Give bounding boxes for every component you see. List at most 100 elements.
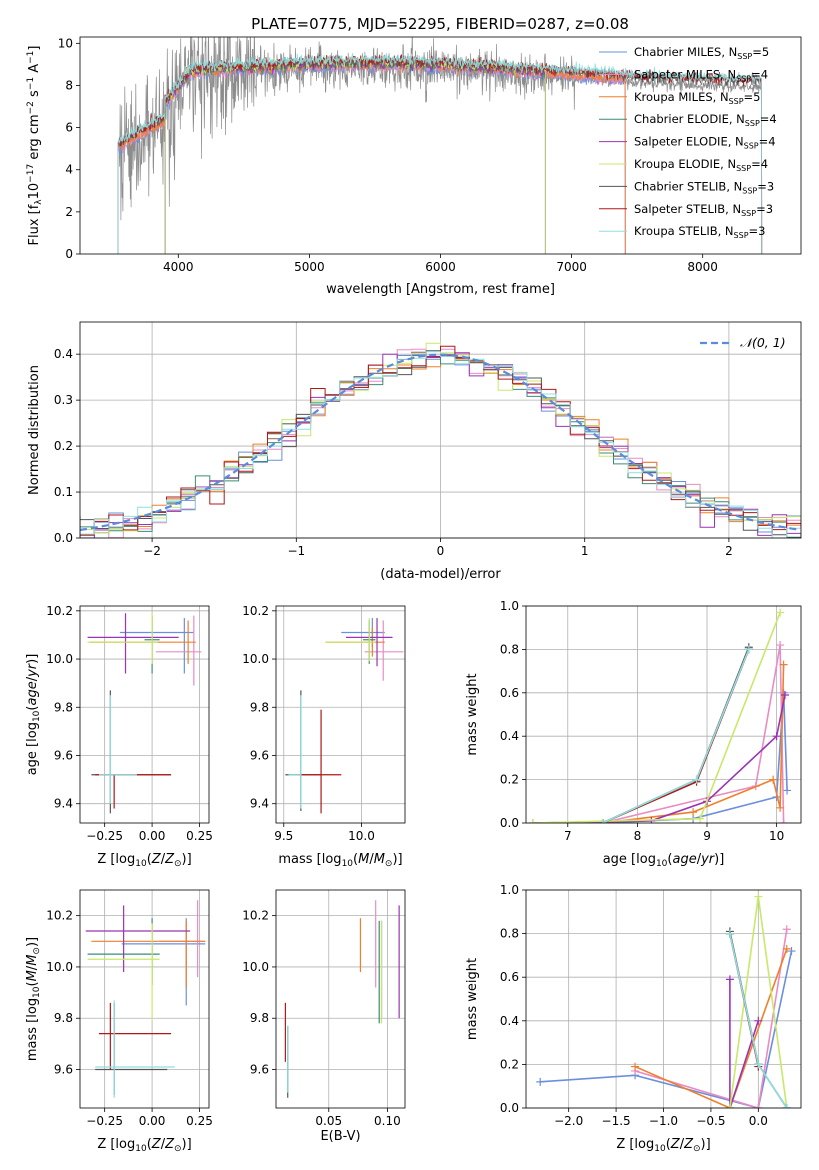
spectrum-ylabel-part: ] [27, 46, 42, 51]
spectrum-ylabel-part: λ [34, 199, 44, 205]
massweight_vs_Z-marker-chabrier_miles [536, 1077, 545, 1086]
model-spectrum-kroupa_stelib [117, 52, 763, 254]
mass_vs_Z-xtick-label: 0.00 [139, 1114, 166, 1128]
massweight_vs_age-marker-kroupa_miles [769, 775, 778, 784]
legend-label-salpeter_stelib: Salpeter STELIB, NSSP=3 [634, 202, 773, 218]
age_vs_mass-ytick-label: 9.6 [250, 748, 269, 762]
legend-label-kroupa_elodie: Kroupa ELODIE, NSSP=4 [634, 157, 768, 173]
massweight_vs_Z-xtick-label: −1.5 [602, 1114, 631, 1128]
massweight_vs_Z-series-kroupa_stelib [725, 929, 791, 1108]
age_vs_Z-ylabel-part: age [log [25, 722, 40, 775]
massweight_vs_Z-xlabel-part: )] [701, 1137, 711, 1152]
legend-value: =4 [751, 157, 768, 171]
massweight_vs_age-marker-salpeter_miles [779, 819, 788, 823]
massweight_vs_Z-line-salpeter_elodie [729, 979, 760, 1108]
massweight_vs_age-ytick-label: 0.0 [500, 816, 519, 830]
spectrum-xlabel: wavelength [Angstrom, rest frame] [326, 282, 555, 297]
legend-text: Chabrier MILES, N [634, 45, 737, 59]
spectrum-ylabel-part: Flux [f [27, 204, 42, 245]
spectrum-ytick-label: 4 [65, 163, 73, 177]
massweight_vs_Z-line-kroupa_miles [634, 948, 788, 1108]
age_vs_mass-point-salpeter_miles [364, 620, 404, 681]
legend-value: =4 [760, 112, 777, 126]
massweight_vs_Z-marker-kroupa_elodie [754, 892, 763, 901]
residuals-axes: −2 −1 0 1 2 0.0 0.1 0.2 0.3 0.4 𝒩(0, 1) (data-model… [27, 321, 802, 582]
age_vs_Z-xlabel-part: Z [164, 852, 175, 867]
massweight_vs_age-series-kroupa_stelib [598, 645, 753, 823]
age_vs_Z-xlabel-part: 10 [135, 859, 147, 869]
age_vs_Z-axes: −0.25 0.00 0.259.49.69.810.010.2Z [log10(Z… [25, 604, 213, 869]
age_vs_Z-point-kroupa_elodie [87, 613, 158, 664]
massweight_vs_Z-marker-salpeter_miles [754, 1104, 763, 1108]
age_vs_Z-xlabel: Z [log10(Z/Z⊙)] [97, 852, 191, 869]
mass_vs_EBV-background [276, 890, 405, 1108]
age_vs_Z-xlabel-part: ( [147, 852, 152, 867]
massweight_vs_Z-xlabel-part: 10 [654, 1144, 666, 1154]
legend-sub: SSP [734, 231, 749, 240]
mass_vs_Z-xlabel-part: ( [147, 1137, 152, 1152]
spectrum-ytick-label: 8 [65, 78, 73, 92]
age_vs_mass-ytick-label: 10.2 [242, 604, 269, 618]
massweight_vs_age-xlabel-part: age [672, 852, 696, 867]
massweight_vs_Z-plot [536, 892, 796, 1108]
age_vs_mass-xlabel-part: )] [392, 852, 402, 867]
legend-text: Kroupa MILES, N [634, 90, 729, 104]
gaussian-curve [80, 353, 799, 531]
massweight_vs_age-xlabel-part: yr [700, 852, 716, 867]
age_vs_Z-ylabel-part: ( [25, 706, 40, 711]
massweight_vs_Z-ytick-label: 1.0 [500, 883, 519, 897]
age_vs_mass-ytick-label: 10.0 [242, 652, 269, 666]
massweight_vs_age-xlabel: age [log10(age/yr)] [603, 852, 725, 869]
massweight_vs_Z-frame: −2.0 −1.5 −1.0 −0.5 0.0 0.0 0.2 0.4 0.6 0.8 1.0 Z [… [465, 883, 802, 1154]
legend-text: Salpeter STELIB, N [634, 202, 741, 216]
massweight_vs_Z-marker-salpeter_elodie [725, 975, 734, 984]
mass_vs_EBV-ytick-label: 10.2 [242, 909, 269, 923]
massweight_vs_age-marker-kroupa_elodie [776, 608, 785, 617]
mass_vs_EBV-xtick-label: 0.10 [374, 1114, 401, 1128]
massweight_vs_age-xlabel-part: 10 [656, 859, 668, 869]
massweight_vs_age-marker-kroupa_elodie [528, 819, 537, 823]
massweight_vs_Z-xlabel-part: ( [666, 1137, 671, 1152]
massweight_vs_Z-ytick-label: 0.0 [500, 1101, 519, 1115]
age_vs_mass-xlabel-part: mass [log [278, 852, 341, 867]
spectrum-ylabel-part: 10 [27, 183, 42, 200]
residuals-ytick-label: 0.4 [54, 347, 73, 361]
mass_vs_Z-ylabel-part: ⊙ [32, 947, 42, 955]
massweight_vs_age-background [526, 606, 801, 823]
mass_vs_Z-axes: −0.25 0.00 0.259.69.810.010.2Z [log10(Z/Z⊙… [25, 889, 213, 1154]
spectrum-ylabel: Flux [fλ10−17 erg cm−2 s−1 A−1] [26, 46, 44, 246]
age_vs_Z-ylabel-part: / [25, 676, 40, 681]
legend-sub: SSP [729, 97, 744, 106]
histogram-kroupa_stelib [80, 351, 801, 538]
age_vs_mass-xlabel-part: ( [353, 852, 358, 867]
massweight_vs_age-xtick-label: 10 [769, 829, 784, 843]
mass_vs_Z-xtick-label: 0.25 [186, 1114, 213, 1128]
massweight_vs_age-xlabel-part: )] [714, 852, 724, 867]
age_vs_mass-xlabel-part: M [374, 852, 385, 867]
mass_vs_Z-ylabel-part: mass [log [25, 998, 40, 1061]
age_vs_Z-frame: −0.25 0.00 0.259.49.69.810.010.2Z [log10(Z… [25, 604, 213, 869]
legend-label-kroupa_miles: Kroupa MILES, NSSP=5 [634, 90, 760, 106]
age_vs_mass-point-salpeter_stelib [299, 709, 342, 814]
age_vs_mass-xlabel-part: / [369, 852, 374, 867]
massweight_vs_age-marker-chabrier_miles [783, 786, 792, 795]
mass_vs_Z-xlabel-part: Z [151, 1137, 162, 1152]
age_vs_Z-ylabel-part: )] [25, 654, 40, 664]
mass_vs_EBV-ytick-label: 9.8 [250, 1011, 269, 1025]
age_vs_Z-xlabel-part: ⊙ [174, 859, 182, 869]
age_vs_Z-ytick-label: 9.8 [54, 700, 73, 714]
massweight_vs_Z-border [525, 889, 802, 1109]
residuals-xlabel: (data-model)/error [380, 567, 501, 582]
massweight_vs_Z-marker-salpeter_miles [782, 925, 791, 934]
spectrum-xtick-label: 4000 [163, 260, 194, 274]
legend-label-chabrier_miles: Chabrier MILES, NSSP=5 [634, 45, 769, 61]
mass_vs_Z-ytick-label: 9.6 [54, 1063, 73, 1077]
residuals-ytick-label: 0.1 [54, 485, 73, 499]
spectrum-ytick-label: 10 [58, 36, 73, 50]
mass_vs_Z-xlabel: Z [log10(Z/Z⊙)] [97, 1137, 191, 1154]
mass_vs_Z-border [79, 889, 210, 1109]
mass_vs_EBV-grid [276, 890, 405, 1108]
massweight_vs_Z-marker-kroupa_miles [631, 1062, 640, 1071]
residuals-xtick-label: 0 [437, 544, 445, 558]
